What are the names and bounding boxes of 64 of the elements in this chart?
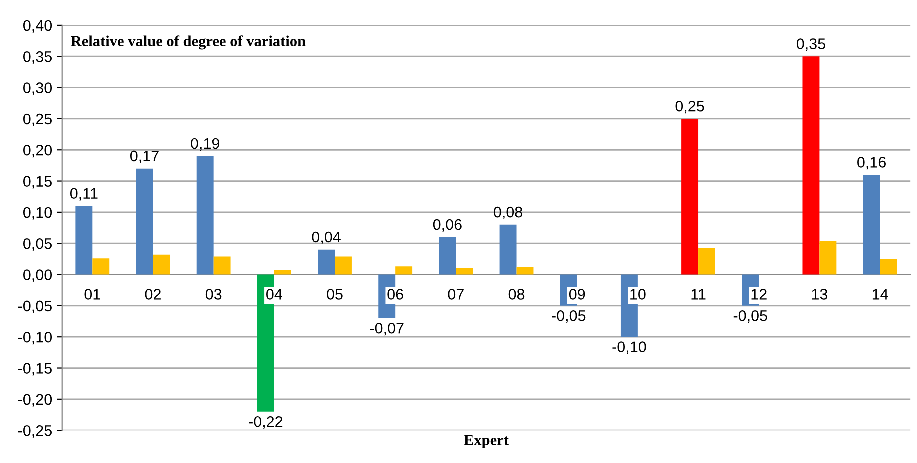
y-tick-label: 0,40 (24, 20, 52, 33)
data-label: 0,19 (191, 138, 220, 151)
x-axis-title: Expert (464, 435, 509, 448)
data-label: 0,08 (494, 206, 522, 220)
y-tick-label: 0,30 (24, 82, 52, 96)
bar (500, 224, 517, 275)
bar (318, 250, 335, 275)
y-tick-label: -0,05 (18, 300, 52, 314)
bar (214, 256, 231, 275)
data-label: -0,07 (370, 322, 404, 336)
y-tick-label: 0,05 (24, 238, 52, 252)
bar (153, 254, 170, 275)
data-label: -0,10 (612, 342, 646, 354)
bar (880, 259, 898, 275)
bar (76, 206, 93, 275)
y-tick-label: -0,10 (18, 332, 52, 345)
x-tick-label: 05 (327, 289, 343, 300)
data-label: 0,06 (433, 219, 462, 232)
bar (396, 266, 413, 275)
x-tick-label: 02 (145, 289, 161, 300)
y-tick-label: 0,20 (24, 144, 52, 158)
x-tick-label: 06 (388, 289, 404, 300)
data-label: -0,22 (249, 416, 283, 430)
bar (196, 156, 214, 275)
data-label: 0,04 (312, 232, 341, 244)
y-tick-label: 0,25 (24, 114, 52, 126)
data-label: -0,05 (734, 310, 768, 324)
y-tick-label: 0,15 (24, 176, 52, 189)
data-label: -0,05 (552, 310, 586, 324)
x-tick-label: 01 (84, 289, 100, 300)
x-tick-label: 08 (508, 289, 525, 300)
bar (274, 270, 292, 275)
bar (698, 248, 716, 275)
y-tick-label: -0,25 (18, 425, 52, 438)
x-tick-label: 03 (206, 289, 222, 300)
data-label: 0,35 (796, 38, 826, 52)
x-tick-label: 07 (448, 289, 464, 300)
x-tick-label: 09 (569, 289, 586, 300)
bar (863, 175, 880, 275)
x-tick-label: 14 (872, 289, 888, 300)
bar (802, 56, 820, 275)
bar (516, 267, 534, 275)
bar (456, 268, 474, 275)
x-tick-label: 10 (630, 289, 646, 300)
x-tick-label: 13 (812, 289, 828, 300)
bar (820, 241, 837, 275)
y-tick-label: 0,35 (24, 51, 52, 64)
data-label: 0,17 (130, 150, 159, 164)
text: Relative value of degree of variation (71, 36, 306, 50)
bar (92, 258, 110, 275)
x-tick-label: 12 (752, 289, 767, 300)
bar (335, 256, 352, 275)
bar (439, 237, 456, 275)
bar (682, 118, 699, 275)
y-tick-label: -0,20 (18, 394, 52, 407)
y-tick-label: 0,10 (24, 207, 52, 220)
y-tick-label: 0,00 (24, 270, 52, 282)
data-label: 0,11 (70, 188, 98, 201)
y-tick-label: -0,15 (18, 363, 52, 376)
x-tick-label: 11 (692, 289, 706, 300)
bar (136, 168, 154, 275)
data-label: 0,25 (676, 100, 704, 114)
x-tick-label: 04 (266, 289, 282, 300)
data-label: 0,16 (858, 157, 886, 170)
